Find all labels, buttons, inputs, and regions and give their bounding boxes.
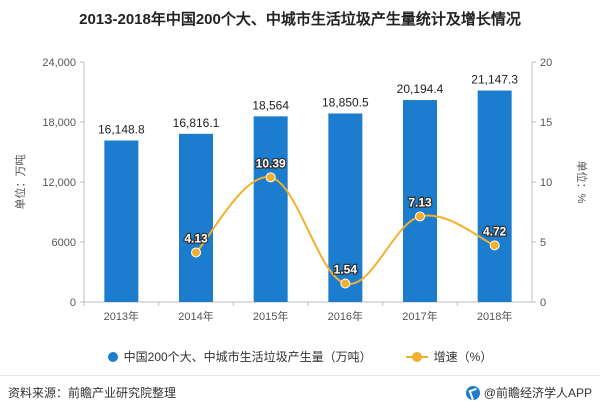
growth-point — [340, 278, 351, 289]
bar-value-label: 21,147.3 — [471, 73, 518, 87]
bar — [253, 116, 288, 302]
growth-point — [191, 247, 201, 258]
legend-item-bar[interactable]: 中国200个大、中城市生活垃圾产生量（万吨） — [107, 348, 372, 365]
bar-value-label: 18,850.5 — [322, 95, 369, 109]
legend-bar-label: 中国200个大、中城市生活垃圾产生量（万吨） — [123, 350, 372, 364]
combo-chart: 0 6000 12,000 18,000 24,000 0 5 10 15 20 单位：万吨 单位：%… — [13, 57, 589, 323]
chart-legend: 中国200个大、中城市生活垃圾产生量（万吨） 增速（%） — [0, 348, 600, 365]
y-tick-left-label: 18,000 — [42, 117, 76, 129]
bar — [179, 133, 213, 302]
bar — [477, 90, 512, 302]
bar — [403, 100, 437, 302]
growth-point — [489, 240, 500, 251]
growth-value-label: 4.13 — [184, 231, 208, 245]
bar-value-label: 16,148.8 — [98, 123, 145, 137]
y-tick-right-label: 15 — [540, 117, 552, 129]
y-tick-right-label: 10 — [540, 177, 552, 189]
brand-logo-icon — [465, 385, 480, 400]
footer-divider — [0, 375, 600, 376]
growth-value-label: 7.13 — [408, 195, 432, 209]
growth-point — [415, 211, 425, 222]
bar-value-label: 18,564 — [252, 98, 289, 112]
legend-bar-swatch-icon — [107, 351, 118, 362]
chart-title: 2013-2018年中国200个大、中城市生活垃圾产生量统计及增长情况 — [79, 11, 521, 28]
bar — [104, 140, 139, 302]
y-axis-left-title: 单位：万吨 — [13, 155, 27, 210]
legend-line-swatch-icon — [405, 351, 428, 362]
y-axis-right-title: 单位：% — [575, 161, 589, 204]
brand-credit: @前瞻经济学人APP — [465, 384, 592, 401]
x-tick-label: 2018年 — [477, 309, 512, 323]
source-note: 资料来源：前瞻产业研究院整理 — [8, 386, 177, 400]
legend-line-label: 增速（%） — [433, 350, 493, 364]
bar-value-label: 16,816.1 — [173, 116, 220, 130]
growth-value-label: 1.54 — [334, 263, 358, 277]
y-tick-left-label: 24,000 — [42, 57, 76, 69]
y-tick-left-label: 0 — [70, 297, 76, 309]
y-tick-right-label: 5 — [540, 237, 546, 249]
legend-item-line[interactable]: 增速（%） — [405, 348, 493, 365]
y-tick-left-label: 6000 — [52, 237, 76, 249]
growth-value-label: 10.39 — [256, 156, 286, 170]
x-tick-label: 2014年 — [178, 309, 213, 323]
x-tick-label: 2016年 — [328, 309, 363, 323]
y-tick-right-label: 0 — [540, 297, 546, 309]
bar — [328, 113, 363, 303]
growth-value-label: 4.72 — [483, 224, 507, 238]
x-tick-label: 2017年 — [402, 309, 437, 323]
x-tick-label: 2013年 — [104, 309, 139, 323]
y-tick-right-label: 20 — [540, 57, 552, 69]
x-tick-label: 2015年 — [253, 309, 288, 323]
growth-point — [265, 172, 276, 183]
bar-value-label: 20,194.4 — [397, 82, 444, 96]
brand-text: @前瞻经济学人APP — [483, 386, 592, 400]
y-tick-left-label: 12,000 — [42, 177, 76, 189]
